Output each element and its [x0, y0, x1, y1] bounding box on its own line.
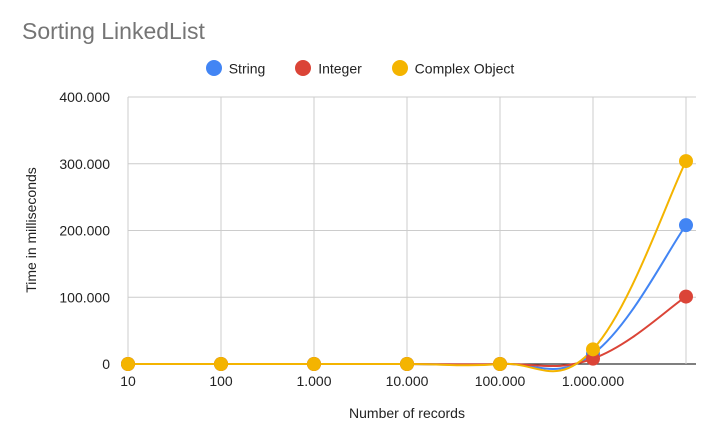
legend-item-integer[interactable]: Integer: [295, 59, 362, 76]
data-point[interactable]: [400, 357, 414, 371]
legend-item-string[interactable]: String: [205, 59, 266, 76]
y-axis-label: Time in milliseconds: [23, 167, 39, 293]
chart-title: Sorting LinkedList: [22, 18, 205, 44]
legend-label-string: String: [228, 59, 266, 76]
legend-marker-complex-object: [391, 59, 408, 76]
legend-label-integer: Integer: [318, 59, 362, 76]
y-tick-label: 400.000: [59, 89, 110, 105]
x-tick-label: 10.000: [386, 373, 429, 389]
y-tick-label: 300.000: [59, 156, 110, 172]
y-tick-label: 100.000: [59, 289, 110, 305]
legend-label-complex-object: Complex Object: [414, 59, 515, 76]
series-layer: [121, 154, 693, 373]
data-point[interactable]: [307, 357, 321, 371]
data-point[interactable]: [214, 357, 228, 371]
tick-layer: 0 100.000 200.000 300.000 400.000 10 100 1.000 1…: [59, 89, 624, 389]
x-tick-label: 100.000: [475, 373, 526, 389]
data-point[interactable]: [679, 218, 693, 233]
y-tick-label: 200.000: [59, 223, 110, 239]
legend: String Integer Complex Object: [0, 58, 720, 76]
x-tick-label: 100: [209, 373, 233, 389]
grid-layer: [127, 96, 696, 365]
y-tick-label: 0: [102, 356, 110, 372]
data-point[interactable]: [679, 289, 693, 304]
x-tick-label: 10: [120, 373, 136, 389]
data-point[interactable]: [679, 154, 693, 169]
data-point[interactable]: [121, 357, 135, 371]
x-tick-label: 1.000: [296, 373, 331, 389]
data-point[interactable]: [586, 342, 600, 357]
legend-marker-string: [205, 59, 222, 76]
legend-item-complex-object[interactable]: Complex Object: [391, 59, 515, 76]
x-axis-label: Number of records: [349, 405, 465, 421]
legend-marker-integer: [295, 59, 312, 76]
x-tick-label: 1.000.000: [562, 373, 624, 389]
data-point[interactable]: [493, 357, 507, 371]
